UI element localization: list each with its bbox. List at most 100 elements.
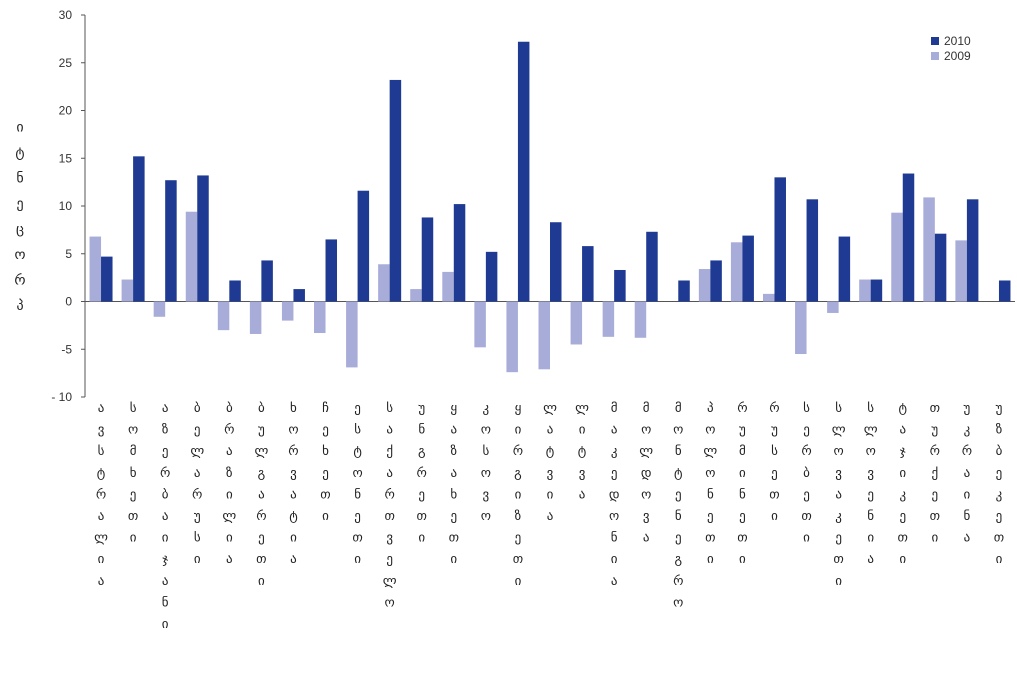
bar-2010: [902, 173, 915, 302]
bar-2010: [197, 175, 209, 302]
y-tick-label: 25: [59, 56, 73, 70]
legend-swatch-2010: [931, 37, 939, 45]
bar-2010: [165, 180, 177, 302]
y-axis-label-char: პ: [16, 298, 23, 314]
bar-2010: [742, 235, 754, 302]
bar-2009: [410, 289, 422, 302]
y-axis-label-char: ო: [14, 247, 25, 263]
bar-2010: [325, 239, 338, 302]
bar-2010: [966, 199, 979, 302]
bar-2010: [614, 269, 626, 302]
bar-2010: [261, 260, 273, 302]
y-tick-label: 10: [59, 199, 73, 213]
bar-2010: [870, 279, 883, 302]
bar-2009: [698, 269, 711, 302]
bar-2010: [453, 204, 466, 302]
bar-2009: [634, 301, 647, 338]
axes: 30 25 20 15 10 5 0 -5 - 10: [51, 8, 1015, 404]
bar-2009: [923, 197, 935, 302]
bar-2009: [891, 212, 903, 302]
y-tick-label: 5: [65, 247, 72, 261]
bar-2010: [421, 217, 434, 302]
bar-2009: [121, 279, 134, 302]
bar-2010: [101, 256, 113, 302]
bar-2010: [838, 236, 851, 302]
bar-2009: [281, 301, 294, 321]
legend-label-2009: 2009: [944, 49, 971, 63]
bar-2009: [762, 293, 775, 302]
bar-2009: [89, 236, 102, 302]
bar-2009: [346, 301, 358, 368]
bar-2009: [185, 211, 198, 302]
bar-2010: [774, 177, 786, 302]
bar-2010: [710, 260, 722, 302]
y-tick-label: - 10: [51, 390, 72, 404]
bar-2010: [934, 233, 947, 302]
bar-2009: [474, 301, 486, 348]
bar-2010: [357, 190, 370, 302]
bar-2009: [378, 264, 390, 302]
y-tick-label: 30: [59, 8, 73, 22]
bar-2010: [293, 289, 305, 302]
category-labels: ა ვ ს ტ რ ა ლ ი ა ს ო მ ხ ე თ ი ა ზ ე რ ბ ა ი ჯ ა ნ ი ბ ე ლ ა რ უ ს ი ბ რ ა ზ ი…: [94, 401, 1004, 632]
bar-2009: [217, 301, 230, 331]
bar-2009: [153, 301, 166, 317]
y-tick-label: 20: [59, 104, 73, 118]
bar-2010: [582, 246, 594, 302]
bar-2010: [998, 280, 1011, 302]
y-axis-label-char: ი: [16, 120, 23, 136]
bar-2009: [955, 240, 967, 302]
bar-2009: [442, 271, 454, 302]
bar-2009: [570, 301, 583, 345]
bar-2009: [795, 301, 807, 355]
y-tick-label: 0: [65, 295, 72, 309]
bar-2009: [602, 301, 615, 337]
bar-2010: [678, 280, 690, 302]
bar-2009: [827, 301, 839, 313]
y-axis-label-char: ტ: [15, 145, 24, 161]
bar-2010: [550, 222, 562, 302]
bar-2010: [133, 156, 145, 302]
y-tick-label: -5: [61, 342, 72, 356]
bar-2010: [517, 41, 530, 302]
bar-2009: [249, 301, 262, 334]
bar-2010: [646, 231, 658, 302]
bar-2009: [538, 301, 550, 370]
legend-label-2010: 2010: [944, 34, 971, 48]
bar-2009: [859, 279, 871, 302]
bar-2009: [314, 301, 326, 334]
y-axis-label-char: რ: [14, 272, 25, 289]
bar-2009: [506, 301, 518, 373]
y-tick-label: 15: [59, 151, 73, 165]
y-axis-label-char: ე: [16, 196, 23, 212]
